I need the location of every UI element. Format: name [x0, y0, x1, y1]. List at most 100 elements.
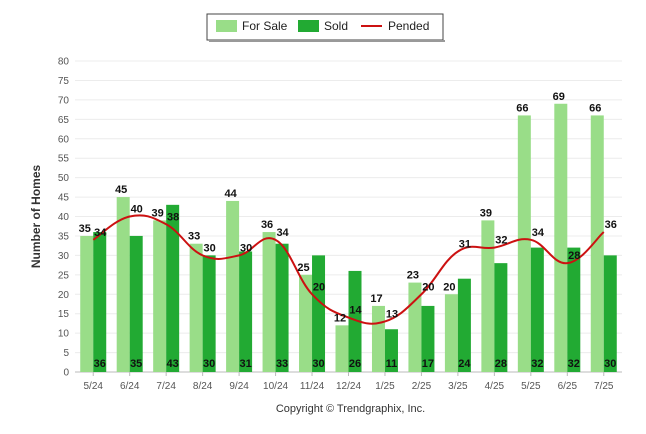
legend-label-for-sale: For Sale	[242, 19, 288, 33]
y-tick-label: 30	[58, 251, 70, 262]
legend-label-pended: Pended	[388, 19, 429, 33]
legend-box	[206, 13, 444, 41]
x-tick-label: 5/24	[83, 381, 103, 392]
sold-value-label: 31	[239, 358, 251, 370]
bar-sold	[239, 251, 253, 372]
x-tick-label: 11/24	[300, 381, 325, 392]
sold-value-label: 36	[94, 358, 106, 370]
y-axis-label: Number of Homes	[29, 165, 43, 269]
sold-value-label: 26	[349, 358, 361, 370]
for-sale-value-label: 39	[152, 207, 164, 219]
copyright-footer: Copyright © Trendgraphix, Inc.	[276, 403, 425, 415]
y-tick-label: 65	[58, 115, 70, 126]
for-sale-value-label: 39	[480, 207, 492, 219]
bar-for-sale	[590, 115, 604, 373]
legend-swatch-sold	[298, 20, 319, 32]
bar-for-sale	[444, 294, 458, 372]
legend-swatch-for-sale	[216, 20, 237, 32]
sold-value-label: 17	[422, 358, 434, 370]
x-tick-label: 7/24	[156, 381, 176, 392]
x-tick-label: 3/25	[448, 381, 468, 392]
bar-for-sale	[189, 243, 203, 372]
y-tick-label: 70	[58, 95, 70, 106]
x-tick-label: 8/24	[193, 381, 213, 392]
bar-sold	[93, 232, 107, 372]
pended-value-label: 20	[313, 281, 325, 293]
for-sale-value-label: 25	[297, 262, 309, 274]
x-tick-label: 2/25	[412, 381, 432, 392]
x-tick-label: 7/25	[594, 381, 614, 392]
x-tick-label: 4/25	[485, 381, 505, 392]
x-tick-label: 6/25	[558, 381, 578, 392]
y-tick-label: 15	[58, 309, 70, 320]
pended-series-line	[92, 214, 605, 325]
bars	[80, 103, 617, 373]
bar-sold	[457, 278, 471, 372]
pended-value-label: 32	[495, 235, 507, 247]
for-sale-value-label: 66	[516, 102, 528, 114]
y-tick-label: 20	[58, 290, 70, 301]
sold-value-label: 24	[458, 358, 471, 370]
sold-value-label: 11	[386, 358, 398, 370]
y-tick-label: 50	[58, 173, 70, 184]
bar-for-sale	[80, 235, 94, 372]
pended-value-label: 30	[240, 242, 252, 254]
x-tick-label: 9/24	[229, 381, 249, 392]
for-sale-value-label: 20	[443, 281, 455, 293]
legend-label-sold: Sold	[324, 19, 348, 33]
sold-value-label: 30	[604, 358, 616, 370]
y-tick-label: 55	[58, 154, 70, 165]
bar-for-sale	[262, 232, 276, 372]
y-tick-label: 75	[58, 76, 70, 87]
for-sale-value-label: 12	[334, 312, 346, 324]
y-tick-label: 80	[58, 57, 70, 68]
pended-value-label: 30	[204, 242, 216, 254]
x-tick-label: 5/25	[521, 381, 541, 392]
pended-value-label: 14	[349, 305, 362, 317]
y-axis: 0 5 10 15 20 25 30 35 40 45 50 55 60 65 70 75 80	[58, 57, 70, 379]
sold-value-label: 28	[495, 358, 507, 370]
y-tick-label: 5	[63, 348, 69, 359]
bar-for-sale	[335, 325, 349, 372]
y-tick-label: 60	[58, 134, 70, 145]
sold-value-label: 30	[203, 358, 215, 370]
for-sale-value-label: 45	[115, 184, 127, 196]
sold-value-label: 35	[130, 358, 142, 370]
bar-sold	[494, 263, 508, 372]
bar-for-sale	[481, 220, 495, 372]
for-sale-value-label: 17	[370, 293, 382, 305]
bar-for-sale	[226, 200, 240, 372]
for-sale-value-label: 69	[553, 91, 565, 103]
y-tick-label: 40	[58, 212, 70, 223]
x-tick-label: 12/24	[336, 381, 361, 392]
bar-for-sale	[299, 274, 313, 372]
bar-sold	[129, 235, 143, 372]
y-tick-label: 45	[58, 193, 70, 204]
pended-value-label: 40	[131, 204, 143, 216]
x-axis: 5/24 6/24 7/24 8/24 9/24 10/24 11/24 12/24 1/25 2…	[83, 372, 614, 392]
pended-value-label: 31	[459, 238, 471, 250]
bar-for-sale	[153, 220, 167, 372]
bar-sold	[530, 247, 544, 372]
x-tick-label: 1/25	[375, 381, 395, 392]
for-sale-value-label: 33	[188, 231, 200, 243]
bar-sold	[166, 204, 180, 372]
sold-value-label: 43	[167, 358, 179, 370]
y-tick-label: 0	[63, 368, 69, 379]
for-sale-value-label: 35	[79, 223, 91, 235]
bar-for-sale	[554, 103, 568, 372]
pended-value-label: 20	[422, 281, 434, 293]
x-tick-label: 10/24	[263, 381, 288, 392]
sold-value-label: 32	[568, 358, 580, 370]
pended-value-label: 13	[386, 308, 398, 320]
pended-value-label: 28	[568, 250, 580, 262]
pended-value-label: 36	[605, 219, 617, 231]
bar-sold	[603, 255, 617, 372]
bar-for-sale	[371, 305, 385, 372]
for-sale-value-label: 36	[261, 219, 273, 231]
pended-line	[92, 214, 605, 325]
for-sale-value-label: 66	[589, 102, 601, 114]
sold-value-label: 32	[531, 358, 543, 370]
